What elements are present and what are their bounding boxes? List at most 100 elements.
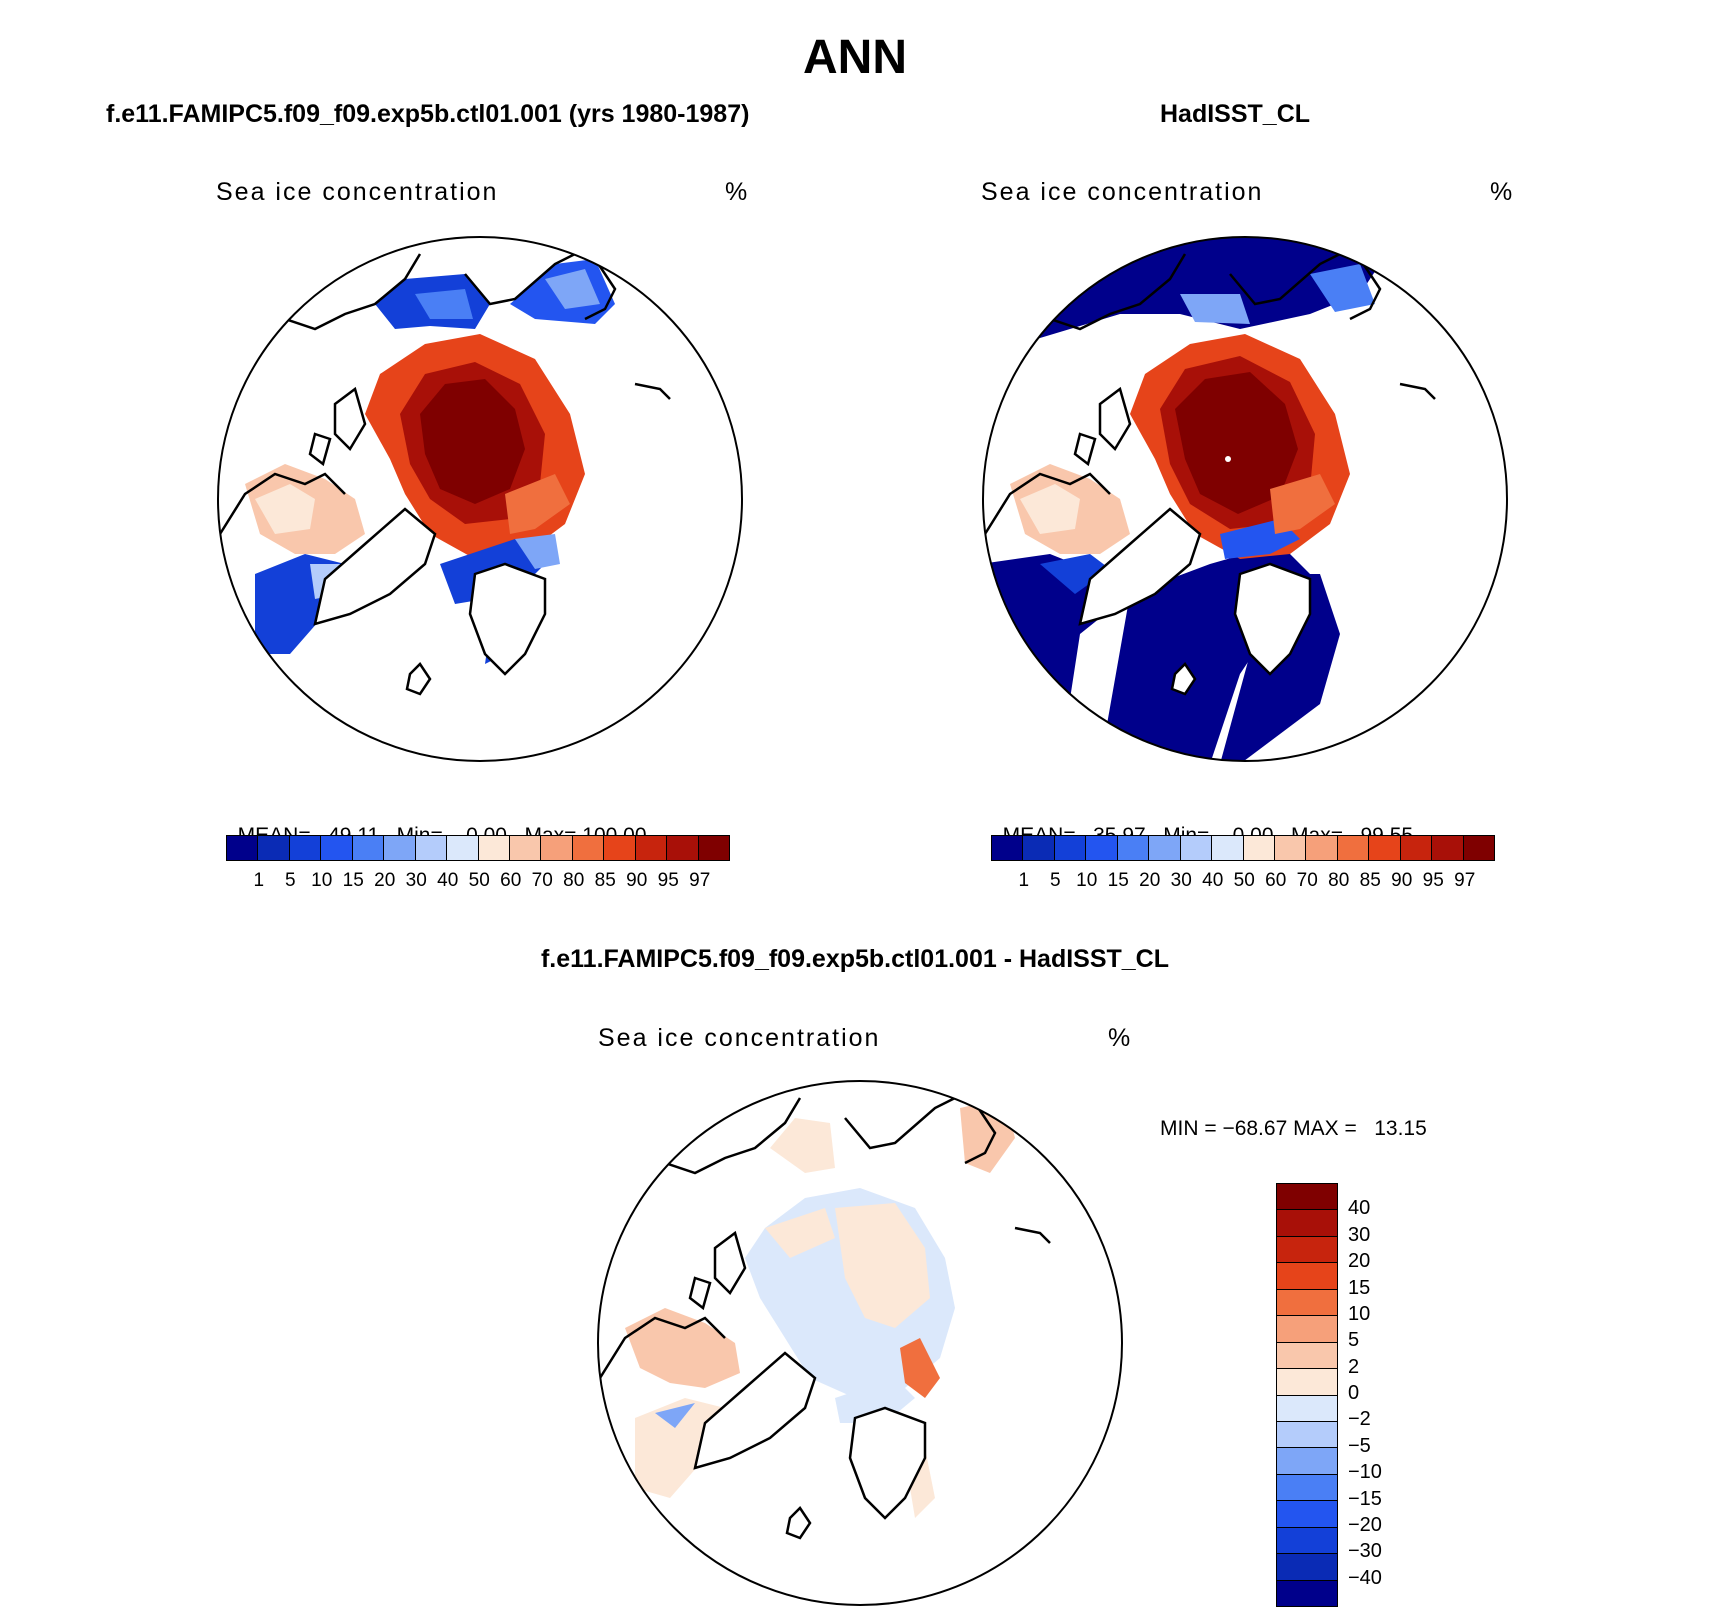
obs-colorbar-ticks: 1 5 10 15 20 30 40 50 60 70 80 85 90 95 97 xyxy=(1008,870,1481,892)
colorbar-swatch xyxy=(1400,836,1433,860)
diff-colorbar-swatch xyxy=(1277,1474,1337,1502)
colorbar-tick-label: 20 xyxy=(374,870,396,891)
colorbar-swatch xyxy=(1086,836,1118,860)
diff-colorbar-swatch xyxy=(1277,1421,1337,1449)
obs-panel-title: HadISST_CL xyxy=(1160,100,1311,128)
diff-colorbar-tick-label: −20 xyxy=(1348,1513,1382,1536)
diff-min-label: MIN = xyxy=(1160,1117,1217,1140)
diff-colorbar-tick-label: −15 xyxy=(1348,1487,1382,1510)
diff-colorbar-swatch xyxy=(1277,1554,1337,1581)
diff-colorbar-swatch xyxy=(1277,1236,1337,1264)
diff-colorbar-ticks: 40 30 20 15 10 5 2 0 −2 −5 −10 −15 −20 −30 −40 xyxy=(1348,1183,1428,1605)
colorbar-tick-label: 15 xyxy=(342,870,364,891)
colorbar-swatch xyxy=(258,836,290,860)
colorbar-swatch xyxy=(509,836,542,860)
obs-variable-label: Sea ice concentration xyxy=(981,178,1264,206)
colorbar-tick-label: 95 xyxy=(657,870,679,891)
diff-colorbar-tick-label: 30 xyxy=(1348,1223,1371,1246)
colorbar-swatch xyxy=(384,836,416,860)
colorbar-swatch xyxy=(447,836,479,860)
colorbar-tick-label: 95 xyxy=(1422,870,1444,891)
colorbar-swatch xyxy=(1054,836,1087,860)
obs-colorbar xyxy=(991,835,1495,861)
colorbar-swatch xyxy=(1212,836,1244,860)
colorbar-swatch xyxy=(541,836,573,860)
diff-colorbar-swatch xyxy=(1277,1210,1337,1237)
colorbar-tick-label: 97 xyxy=(1454,870,1476,891)
diff-variable-label: Sea ice concentration xyxy=(598,1024,881,1052)
diff-colorbar-tick-label: −40 xyxy=(1348,1566,1382,1589)
diff-colorbar-tick-label: 15 xyxy=(1348,1276,1371,1299)
colorbar-tick-label: 40 xyxy=(437,870,459,891)
diff-colorbar-tick-label: 0 xyxy=(1348,1382,1360,1404)
colorbar-tick-label: 97 xyxy=(689,870,711,891)
colorbar-swatch xyxy=(1274,836,1307,860)
colorbar-swatch xyxy=(635,836,668,860)
colorbar-swatch xyxy=(321,836,353,860)
obs-polar-map xyxy=(982,236,1508,762)
diff-colorbar-swatch xyxy=(1277,1263,1337,1290)
colorbar-swatch xyxy=(478,836,510,860)
diff-colorbar-swatch xyxy=(1277,1184,1337,1211)
colorbar-tick-label: 70 xyxy=(531,870,553,891)
colorbar-swatch xyxy=(1369,836,1401,860)
colorbar-tick-label: 60 xyxy=(500,870,522,891)
colorbar-swatch xyxy=(1149,836,1181,860)
colorbar-tick-label: 5 xyxy=(284,870,296,891)
colorbar-tick-label: 30 xyxy=(405,870,427,891)
model-colorbar xyxy=(226,835,730,861)
colorbar-tick-label: 40 xyxy=(1202,870,1224,891)
diff-units-label: % xyxy=(1108,1024,1131,1052)
colorbar-tick-label: 50 xyxy=(468,870,490,891)
colorbar-tick-label: 1 xyxy=(1018,870,1030,891)
colorbar-swatch xyxy=(1180,836,1213,860)
diff-max-value: 13.15 xyxy=(1374,1117,1427,1140)
figure-title: ANN xyxy=(803,31,907,84)
colorbar-swatch xyxy=(1023,836,1055,860)
colorbar-swatch xyxy=(1243,836,1275,860)
diff-max-label: MAX = xyxy=(1293,1117,1357,1140)
diff-colorbar-tick-label: 20 xyxy=(1348,1250,1371,1273)
diff-colorbar-swatch xyxy=(1277,1448,1337,1475)
colorbar-tick-label: 50 xyxy=(1233,870,1255,891)
colorbar-swatch xyxy=(992,836,1024,860)
diff-colorbar-swatch xyxy=(1277,1580,1337,1606)
colorbar-tick-label: 80 xyxy=(563,870,585,891)
colorbar-swatch xyxy=(1117,836,1150,860)
diff-colorbar xyxy=(1276,1183,1338,1607)
diff-colorbar-tick-label: 10 xyxy=(1348,1302,1371,1325)
model-units-label: % xyxy=(725,178,748,206)
colorbar-swatch xyxy=(667,836,699,860)
diff-min-value: −68.67 xyxy=(1222,1117,1288,1140)
colorbar-swatch xyxy=(227,836,259,860)
colorbar-swatch xyxy=(289,836,322,860)
colorbar-tick-label: 30 xyxy=(1170,870,1192,891)
colorbar-tick-label: 10 xyxy=(311,870,333,891)
diff-panel-title: f.e11.FAMIPC5.f09_f09.exp5b.ctl01.001 - … xyxy=(540,945,1170,973)
colorbar-tick-label: 85 xyxy=(1359,870,1381,891)
colorbar-swatch xyxy=(1306,836,1338,860)
colorbar-tick-label: 60 xyxy=(1265,870,1287,891)
diff-colorbar-swatch xyxy=(1277,1369,1337,1396)
colorbar-tick-label: 20 xyxy=(1139,870,1161,891)
colorbar-tick-label: 10 xyxy=(1076,870,1098,891)
colorbar-tick-label: 90 xyxy=(626,870,648,891)
colorbar-swatch xyxy=(1337,836,1370,860)
diff-colorbar-tick-label: −2 xyxy=(1348,1408,1371,1431)
colorbar-swatch xyxy=(1463,836,1494,860)
diff-colorbar-tick-label: −10 xyxy=(1348,1461,1382,1484)
colorbar-tick-label: 80 xyxy=(1328,870,1350,891)
colorbar-swatch xyxy=(415,836,448,860)
colorbar-swatch xyxy=(1432,836,1464,860)
model-colorbar-ticks: 1 5 10 15 20 30 40 50 60 70 80 85 90 95 97 xyxy=(243,870,716,892)
model-polar-map xyxy=(217,236,743,762)
model-panel-title: f.e11.FAMIPC5.f09_f09.exp5b.ctl01.001 (y… xyxy=(106,100,750,128)
diff-colorbar-swatch xyxy=(1277,1342,1337,1370)
colorbar-swatch xyxy=(698,836,729,860)
diff-colorbar-tick-label: 5 xyxy=(1348,1329,1360,1352)
colorbar-swatch xyxy=(352,836,385,860)
diff-colorbar-tick-label: 2 xyxy=(1348,1355,1360,1378)
colorbar-tick-label: 1 xyxy=(253,870,265,891)
diff-colorbar-tick-label: −30 xyxy=(1348,1540,1382,1563)
diff-colorbar-tick-label: 40 xyxy=(1348,1197,1371,1220)
